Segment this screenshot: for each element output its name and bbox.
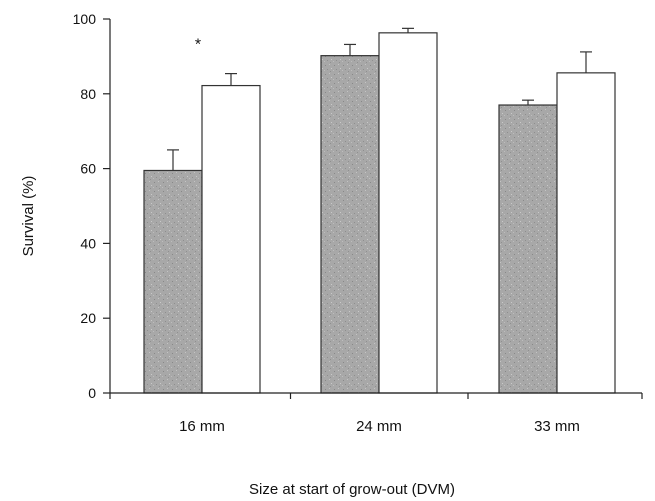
y-tick-label: 100: [73, 11, 97, 27]
y-tick-label: 80: [80, 86, 96, 102]
error-bars-layer: [167, 27, 592, 171]
y-tick-label: 20: [80, 310, 96, 326]
x-axis-ticks: 16 mm 24 mm 33 mm: [109, 393, 643, 435]
bar-series-1: [143, 169, 203, 394]
x-axis-title: Size at start of grow-out (DVM): [249, 481, 455, 498]
bar-series-1: [320, 55, 380, 394]
y-tick-label: 60: [80, 161, 96, 177]
x-category-label: 33 mm: [534, 418, 580, 435]
y-tick-label: 40: [80, 235, 96, 251]
bar-series-2: [201, 84, 261, 394]
x-category-label: 16 mm: [179, 418, 225, 435]
y-axis-ticks: 0 20 40 60 80 100: [73, 11, 110, 401]
annotations-layer: *: [195, 37, 201, 54]
y-axis-title: Survival (%): [20, 176, 37, 257]
bars-layer: [143, 32, 616, 394]
bar-series-2: [378, 32, 438, 394]
significance-marker: *: [195, 37, 201, 54]
y-tick-label: 0: [88, 385, 96, 401]
x-category-label: 24 mm: [356, 418, 402, 435]
bar-series-1: [498, 104, 558, 394]
bar-series-2: [556, 72, 616, 394]
